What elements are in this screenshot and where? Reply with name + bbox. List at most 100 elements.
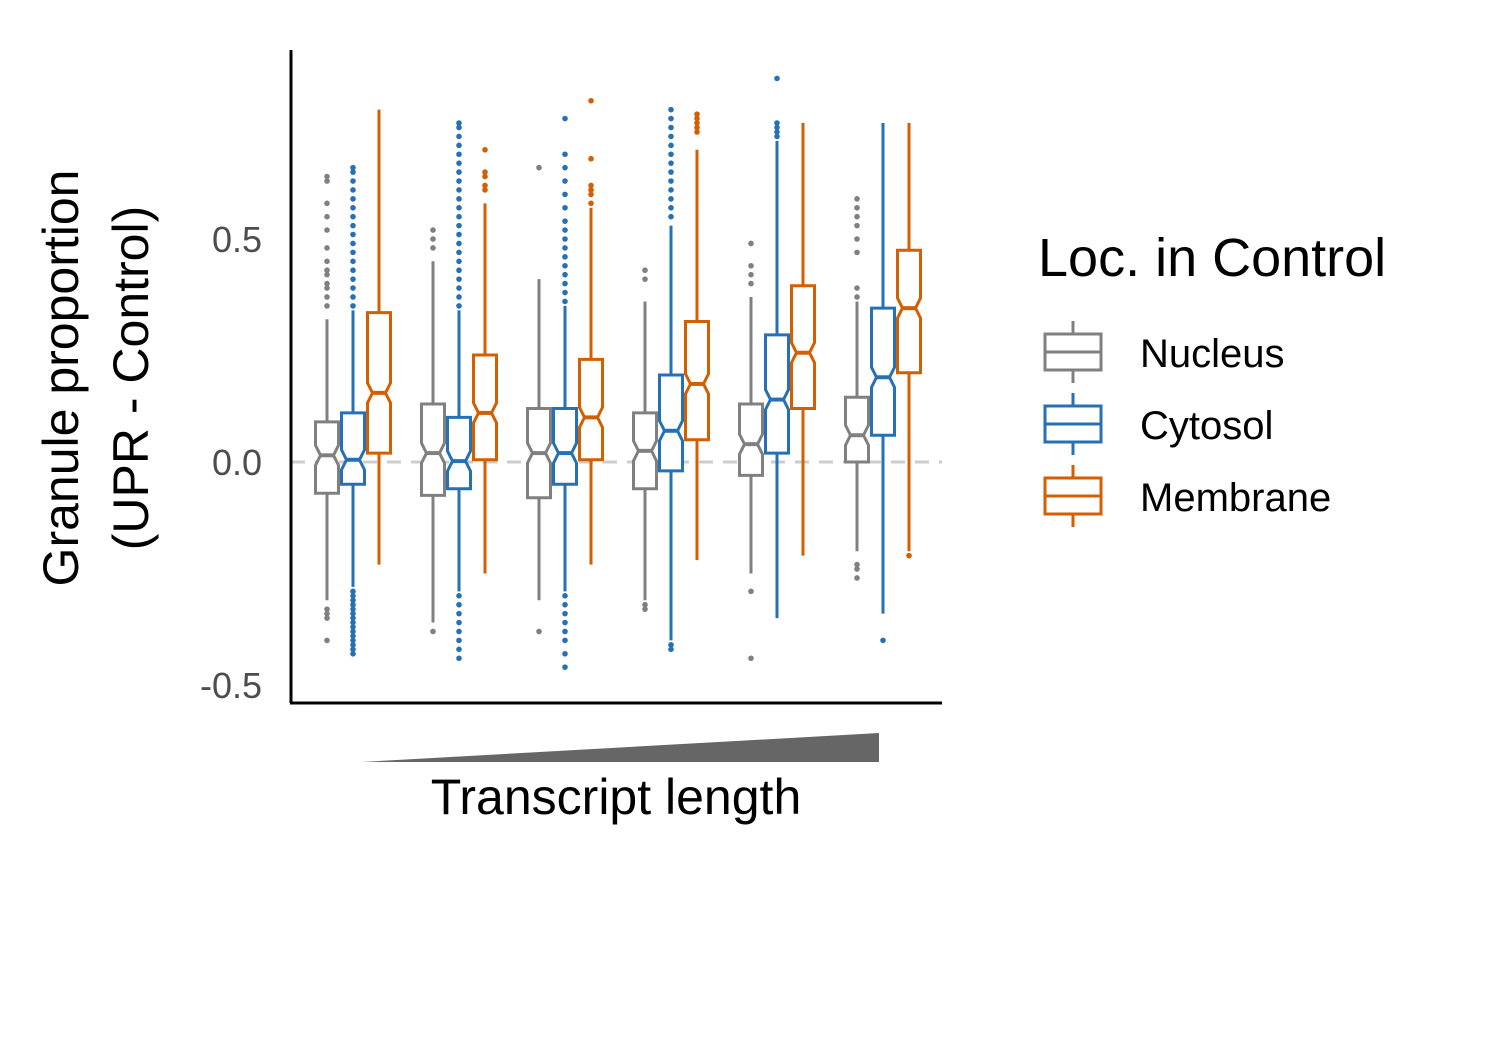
outlier-point — [324, 178, 330, 184]
outlier-point — [854, 204, 860, 211]
outlier-point — [668, 196, 674, 202]
outlier-point — [588, 187, 594, 193]
outlier-point — [588, 155, 594, 162]
outlier-point — [694, 129, 700, 135]
outlier-point — [456, 151, 462, 158]
outlier-point — [748, 240, 754, 247]
outlier-point — [668, 187, 674, 193]
outlier-point — [456, 593, 462, 599]
outlier-point — [456, 160, 462, 166]
outlier-point — [350, 164, 356, 171]
outlier-point — [482, 187, 488, 193]
outlier-point — [774, 129, 780, 135]
box-body — [446, 415, 472, 491]
outlier-point — [562, 115, 568, 122]
outlier-point — [324, 267, 330, 274]
outlier-point — [748, 655, 754, 662]
outlier-point — [350, 642, 356, 648]
outlier-point — [350, 231, 356, 238]
legend-title: Loc. in Control — [1038, 228, 1386, 288]
outlier-point — [482, 173, 488, 180]
outlier-point — [562, 280, 568, 287]
box-cytosol-group-2 — [446, 120, 472, 662]
outlier-point — [562, 664, 568, 670]
outlier-point — [350, 222, 356, 229]
outlier-point — [324, 213, 330, 220]
outlier-point — [536, 628, 542, 635]
outlier-point — [748, 588, 754, 595]
box-body — [790, 284, 816, 410]
outlier-point — [350, 258, 356, 265]
outlier-point — [350, 593, 356, 599]
outlier-point — [642, 276, 648, 282]
outlier-point — [694, 111, 700, 117]
box-body — [420, 402, 446, 497]
outlier-point — [562, 236, 568, 242]
outlier-point — [456, 637, 462, 644]
outlier-point — [324, 200, 330, 207]
box-nucleus-group-1 — [314, 173, 340, 644]
box-membrane-group-6 — [896, 123, 922, 559]
box-nucleus-group-4 — [632, 267, 658, 612]
outlier-point — [350, 240, 356, 247]
outlier-point — [324, 173, 330, 180]
outlier-point — [562, 628, 568, 635]
box-nucleus-group-2 — [420, 227, 446, 635]
outlier-point — [562, 262, 568, 269]
outlier-point — [456, 178, 462, 184]
outlier-point — [350, 646, 356, 653]
outlier-point — [562, 601, 568, 608]
outlier-point — [748, 271, 754, 278]
outlier-point — [774, 75, 780, 82]
outlier-point — [562, 637, 568, 644]
box-cytosol-group-6 — [870, 123, 896, 644]
outlier-point — [562, 271, 568, 278]
box-body — [472, 353, 498, 462]
outlier-point — [456, 655, 462, 662]
x-axis-title: Transcript length — [431, 769, 802, 825]
box-body — [658, 373, 684, 473]
outlier-point — [456, 124, 462, 131]
box-membrane-group-5 — [790, 123, 816, 556]
outlier-point — [562, 178, 568, 184]
box-layer — [314, 75, 922, 670]
box-body — [552, 407, 578, 486]
outlier-point — [748, 262, 754, 269]
outlier-point — [668, 178, 674, 184]
outlier-point — [350, 597, 356, 604]
outlier-point — [456, 294, 462, 300]
outlier-point — [456, 285, 462, 291]
outlier-point — [774, 133, 780, 140]
outlier-point — [774, 124, 780, 131]
box-nucleus-group-5 — [738, 240, 764, 662]
box-nucleus-group-3 — [526, 164, 552, 635]
outlier-point — [324, 294, 330, 300]
box-body — [870, 306, 896, 437]
outlier-point — [562, 289, 568, 296]
box-body — [684, 320, 710, 442]
outlier-point — [642, 601, 648, 608]
outlier-point — [562, 254, 568, 260]
legend-label-membrane: Membrane — [1140, 476, 1331, 520]
outlier-point — [562, 164, 568, 171]
outlier-point — [350, 213, 356, 220]
outlier-point — [456, 196, 462, 202]
legend: Nucleus Cytosol Membrane — [1043, 321, 1331, 527]
outlier-point — [668, 160, 674, 166]
box-body — [340, 411, 366, 486]
outlier-point — [350, 267, 356, 274]
box-body — [314, 420, 340, 495]
outlier-point — [324, 245, 330, 251]
box-membrane-group-3 — [578, 97, 604, 565]
box-membrane-group-2 — [472, 147, 498, 574]
outlier-point — [456, 133, 462, 140]
y-tick-label: 0.0 — [212, 442, 262, 483]
outlier-point — [562, 227, 568, 233]
box-membrane-group-4 — [684, 111, 710, 561]
outlier-point — [350, 601, 356, 608]
box-membrane-group-1 — [366, 109, 392, 565]
box-cytosol-group-3 — [552, 115, 578, 670]
outlier-point — [456, 204, 462, 211]
outlier-point — [350, 628, 356, 635]
outlier-point — [748, 280, 754, 287]
